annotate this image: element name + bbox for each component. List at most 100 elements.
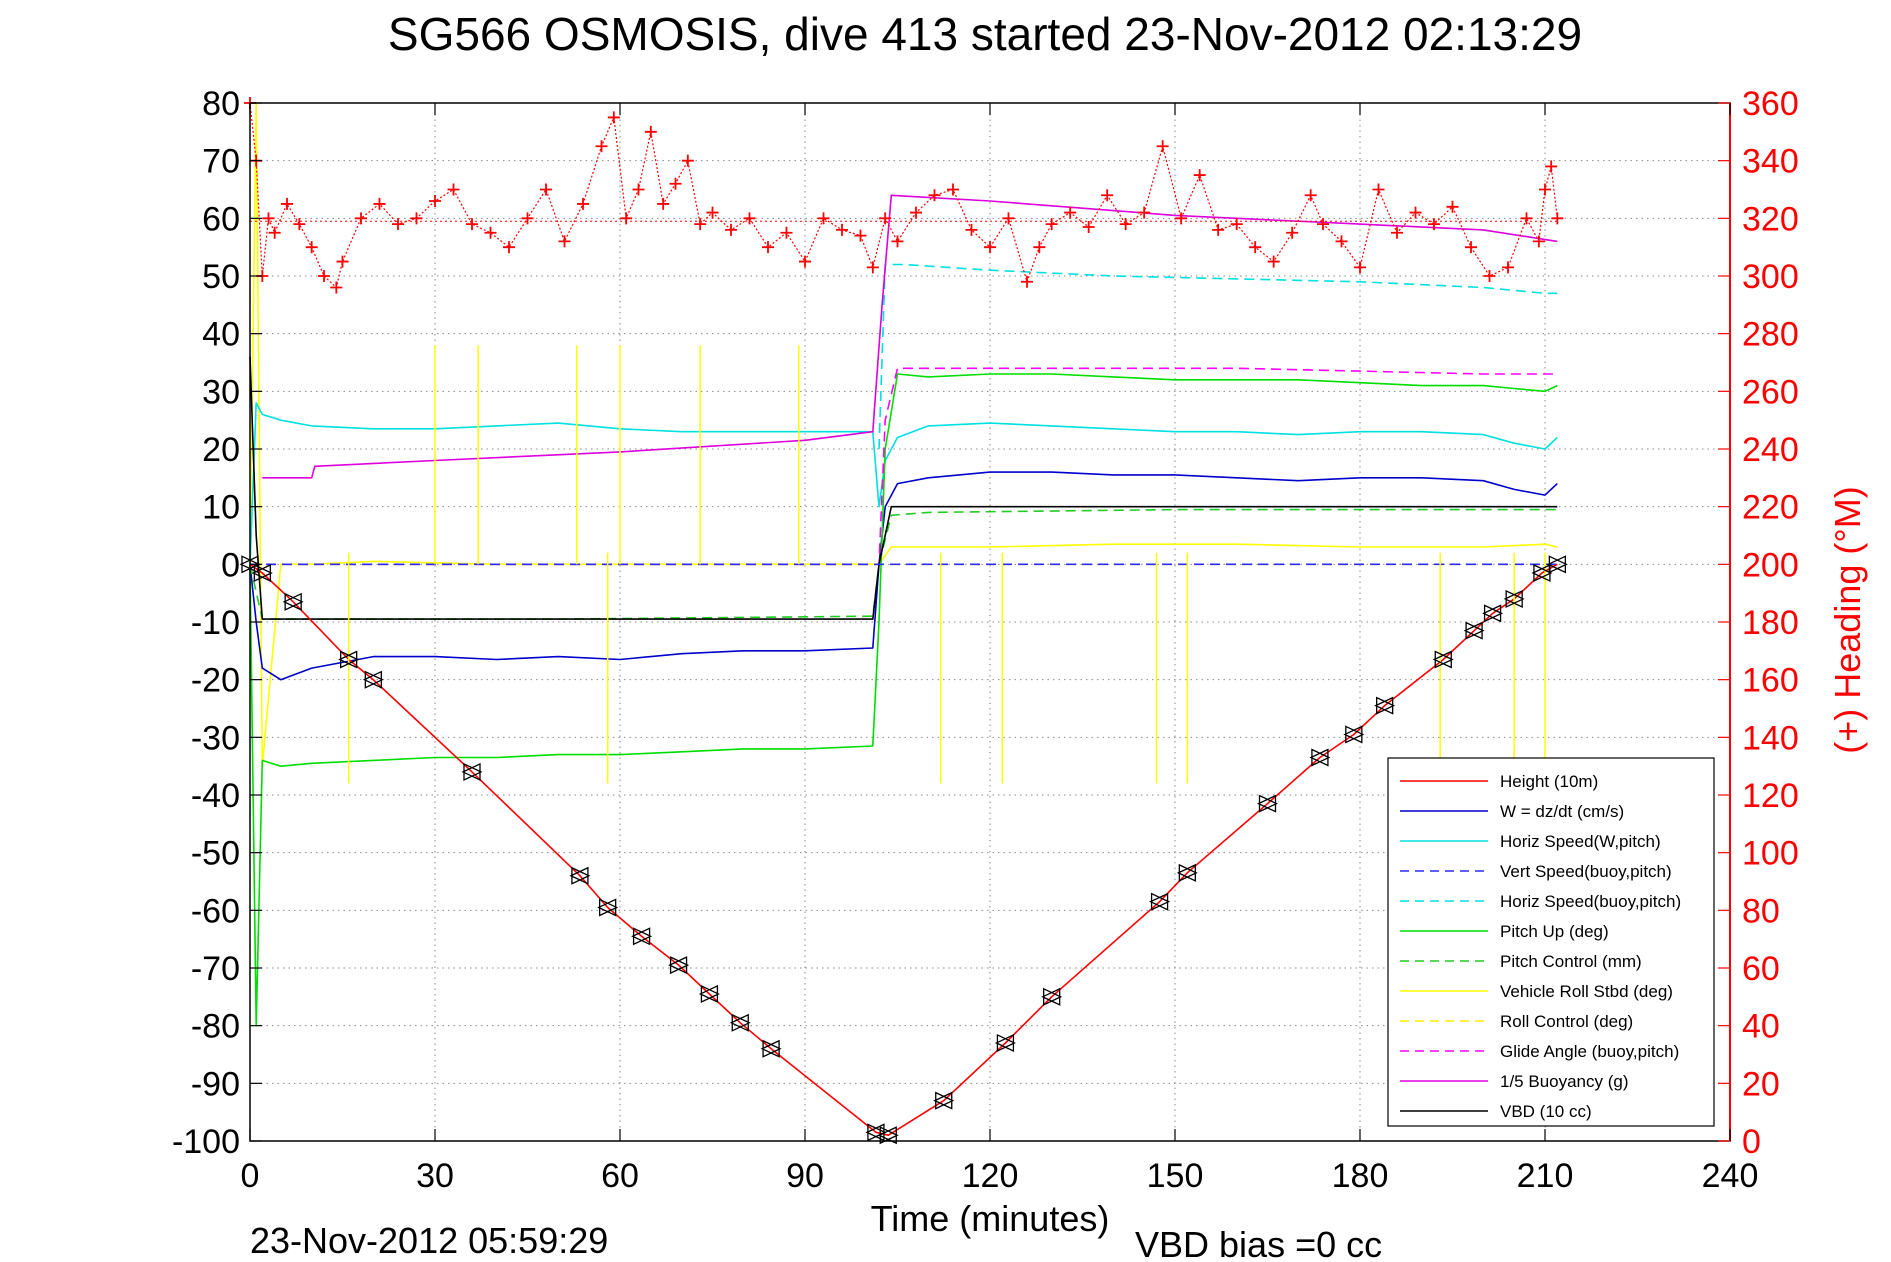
height-point-mirror: [597, 898, 617, 917]
legend-label: Glide Angle (buoy,pitch): [1500, 1042, 1679, 1061]
height-point-mirror: [1531, 563, 1551, 583]
heading-point: [879, 212, 892, 225]
heading-point: [1119, 218, 1132, 231]
y2-tick-label: 340: [1742, 143, 1799, 181]
y-tick-label: 0: [221, 546, 240, 584]
height-point-mirror: [338, 650, 358, 669]
x-tick-label: 210: [1517, 1157, 1574, 1195]
y-tick-label: 60: [202, 200, 240, 238]
heading-point: [558, 235, 571, 248]
y-tick-label: -80: [191, 1008, 240, 1046]
heading-markers: [244, 97, 1564, 294]
x-tick-label: 120: [962, 1157, 1019, 1195]
heading-point: [447, 183, 460, 196]
heading-point: [743, 212, 756, 225]
y2-tick-label: 180: [1742, 604, 1799, 642]
heading-point: [947, 183, 959, 196]
y-tick-label: -90: [191, 1065, 240, 1103]
legend: Height (10m) W = dz/dt (cm/s) Horiz Speed(…: [1387, 757, 1715, 1127]
heading-point: [1193, 169, 1206, 182]
y2-tick-label: 260: [1742, 373, 1799, 411]
heading-point: [466, 218, 478, 231]
heading-point: [1520, 212, 1533, 225]
y-tick-label: 70: [202, 143, 240, 181]
height-point-mirror: [1176, 863, 1196, 882]
heading-point: [620, 212, 633, 225]
x-tick-label: 240: [1702, 1157, 1759, 1195]
heading-point: [293, 218, 306, 231]
heading-point: [318, 270, 330, 282]
height-point-mirror: [760, 1039, 780, 1058]
y2-tick-label: 120: [1742, 777, 1799, 815]
right-axis-ticks: 3603403203002802602402202001801601401201…: [1718, 85, 1799, 1161]
heading-point: [1335, 235, 1348, 248]
heading-point: [866, 261, 879, 274]
height-point-mirror: [698, 984, 719, 1003]
heading-point: [540, 183, 552, 196]
height-point-mirror: [1374, 696, 1394, 715]
heading-point: [910, 206, 922, 219]
legend-label: Roll Control (deg): [1500, 1012, 1633, 1031]
legend-box: [1387, 757, 1715, 1127]
y-tick-label: -60: [191, 892, 240, 930]
heading-point: [1212, 223, 1225, 236]
y-tick-label: 80: [202, 85, 240, 123]
series-lines: [249, 102, 1558, 1136]
y2-tick-label: 200: [1742, 546, 1799, 584]
heading-point: [1101, 189, 1114, 202]
y2-tick-label: 40: [1742, 1008, 1780, 1046]
y2-tick-label: 360: [1742, 85, 1799, 123]
y2-tick-label: 0: [1742, 1123, 1761, 1161]
heading-point: [373, 197, 386, 210]
heading-point: [891, 235, 904, 248]
height-point-mirror: [877, 1126, 897, 1145]
heading-point: [1249, 241, 1262, 254]
heading-point: [503, 241, 515, 254]
legend-label: Horiz Speed(buoy,pitch): [1500, 892, 1681, 911]
heading-point: [1502, 261, 1514, 274]
legend-label: VBD (10 cc): [1500, 1102, 1592, 1121]
legend-label: Vert Speed(buoy,pitch): [1500, 862, 1672, 881]
height-point-mirror: [668, 956, 688, 975]
x-tick-label: 90: [786, 1157, 824, 1195]
footer-vbd-bias: VBD bias =0 cc: [1135, 1224, 1382, 1262]
y-tick-label: -20: [191, 662, 240, 700]
series-line: [262, 194, 1558, 479]
heading-point: [1409, 206, 1422, 219]
y-tick-label: 40: [202, 316, 240, 354]
heading-point: [1286, 226, 1299, 239]
y2-tick-label: 160: [1742, 662, 1799, 700]
heading-point: [1539, 183, 1551, 196]
heading-point: [681, 154, 694, 167]
heading-point: [1551, 212, 1564, 225]
height-point-mirror: [1041, 987, 1061, 1006]
heading-point: [1428, 218, 1440, 231]
y-tick-label: -10: [191, 604, 240, 642]
y-tick-label: 20: [202, 431, 240, 469]
y2-tick-label: 60: [1742, 950, 1780, 988]
heading-point: [392, 218, 404, 231]
heading-point: [1391, 226, 1403, 239]
y2-tick-label: 140: [1742, 719, 1799, 757]
legend-label: Pitch Up (deg): [1500, 922, 1609, 941]
heading-point: [330, 281, 343, 294]
y2-tick-label: 240: [1742, 431, 1799, 469]
legend-label: 1/5 Buoyancy (g): [1500, 1072, 1629, 1091]
height-point-mirror: [1503, 589, 1523, 608]
heading-point: [268, 226, 281, 239]
y2-tick-label: 20: [1742, 1065, 1780, 1103]
heading-point: [1304, 189, 1317, 202]
heading-point: [607, 111, 620, 124]
heading-point: [410, 212, 423, 225]
x-tick-label: 60: [601, 1157, 639, 1195]
left-axis-ticks: 80 70 60 50 40 30 20 10 0 -10 -20 -30 -40 -50 -60 -70 -8…: [172, 85, 262, 1161]
height-point-mirror: [461, 762, 481, 781]
height-point-mirror: [1432, 650, 1452, 669]
heading-point: [1156, 140, 1169, 153]
heading-point: [1483, 270, 1496, 282]
legend-label: Height (10m): [1500, 772, 1598, 791]
height-point-mirror: [631, 927, 651, 946]
heading-point: [725, 223, 737, 236]
height-point-mirror: [933, 1091, 953, 1110]
heading-point: [657, 197, 670, 210]
